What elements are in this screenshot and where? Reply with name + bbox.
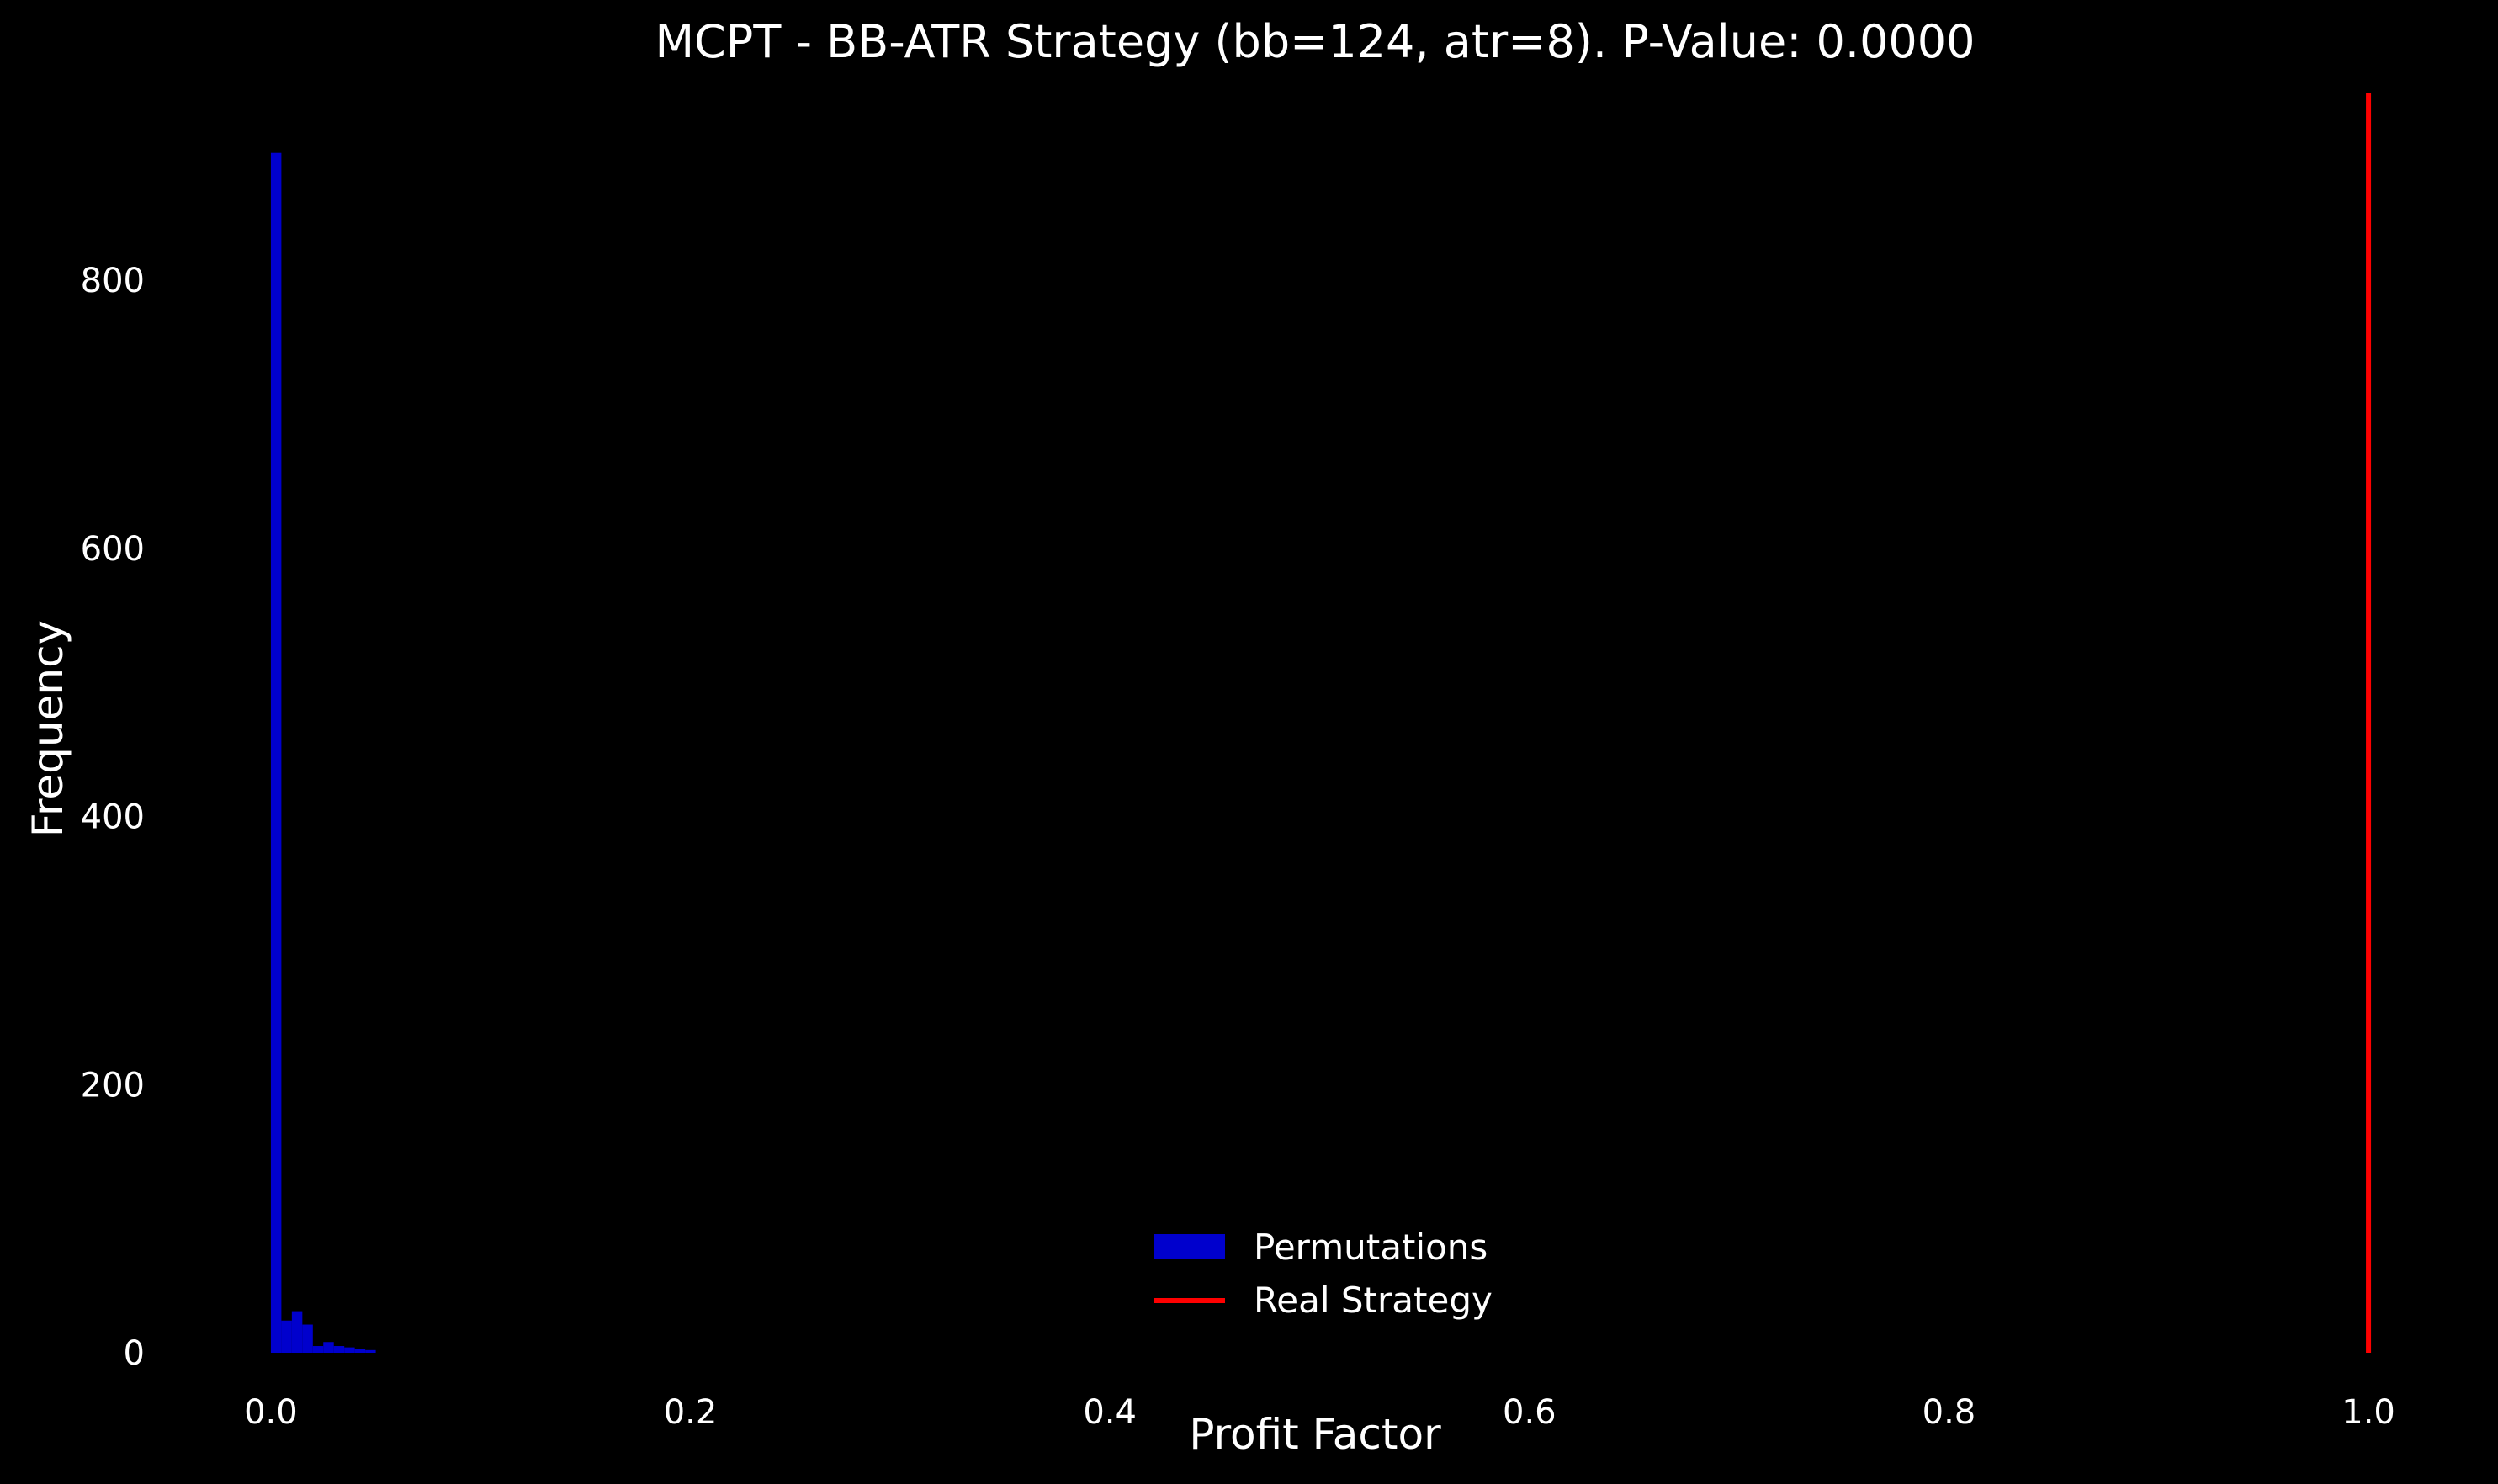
y-tick-label: 600 bbox=[81, 530, 145, 569]
histogram-bar bbox=[270, 152, 282, 1353]
x-tick-label: 0.6 bbox=[1503, 1393, 1557, 1432]
y-axis-ticks: 0 200 400 600 800 bbox=[81, 262, 145, 1373]
histogram-bar bbox=[365, 1349, 376, 1353]
x-tick-label: 1.0 bbox=[2342, 1393, 2395, 1432]
x-axis-label: Profit Factor bbox=[1189, 1410, 1441, 1459]
chart-legend: Permutations Real Strategy bbox=[1154, 1227, 1493, 1321]
histogram-bar bbox=[312, 1346, 324, 1353]
x-tick-label: 0.0 bbox=[244, 1393, 298, 1432]
y-tick-label: 800 bbox=[81, 262, 145, 300]
histogram-bar bbox=[323, 1342, 334, 1353]
histogram-bar bbox=[302, 1324, 313, 1353]
y-axis-label: Frequency bbox=[24, 620, 72, 837]
legend-swatch-permutations bbox=[1154, 1234, 1225, 1259]
histogram-bar bbox=[291, 1311, 303, 1353]
histogram-bars bbox=[270, 152, 376, 1353]
x-tick-label: 0.8 bbox=[1923, 1393, 1976, 1432]
y-tick-label: 400 bbox=[81, 798, 145, 837]
legend-label-real-strategy: Real Strategy bbox=[1254, 1280, 1493, 1321]
chart-title: MCPT - BB-ATR Strategy (bb=124, atr=8). … bbox=[655, 15, 1975, 68]
histogram-bar bbox=[354, 1349, 366, 1353]
y-tick-label: 0 bbox=[124, 1334, 145, 1373]
x-tick-label: 0.4 bbox=[1083, 1393, 1137, 1432]
histogram-bar bbox=[281, 1320, 292, 1353]
x-tick-label: 0.2 bbox=[664, 1393, 718, 1432]
histogram-bar bbox=[344, 1347, 355, 1353]
histogram-bar bbox=[333, 1346, 345, 1353]
legend-label-permutations: Permutations bbox=[1254, 1227, 1488, 1268]
x-axis-ticks: 0.0 0.2 0.4 0.6 0.8 1.0 bbox=[244, 1393, 2395, 1432]
y-tick-label: 200 bbox=[81, 1066, 145, 1105]
